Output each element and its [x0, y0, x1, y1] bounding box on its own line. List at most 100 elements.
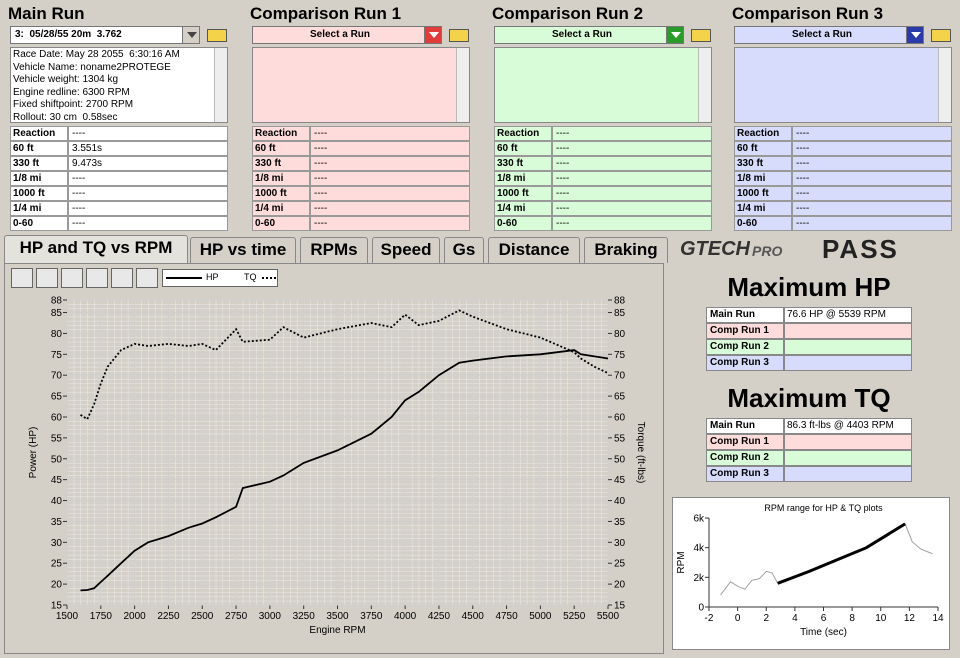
dropdown-button[interactable] — [424, 27, 441, 43]
tab[interactable]: HP and TQ vs RPM — [4, 235, 188, 264]
x-tick-label: 0 — [735, 613, 741, 624]
result-value: ---- — [310, 126, 470, 141]
y-tick-label: 40 — [51, 496, 63, 507]
toolbar-button[interactable] — [86, 268, 108, 288]
tab[interactable]: Distance — [488, 237, 580, 263]
run-select[interactable]: Select a Run — [734, 26, 924, 44]
max-row-label: Comp Run 2 — [706, 450, 784, 466]
toolbar-button[interactable] — [61, 268, 83, 288]
x-tick-label: 6 — [821, 613, 827, 624]
run-select[interactable]: 3: 05/28/55 20m 3.762 — [10, 26, 200, 44]
rpm-chart-panel — [672, 497, 950, 650]
info-box — [494, 47, 712, 123]
y2-tick-label: 70 — [614, 371, 626, 382]
toolbar-button[interactable] — [136, 268, 158, 288]
folder-button[interactable] — [691, 29, 711, 42]
max-row-value: 86.3 ft-lbs @ 4403 RPM — [784, 418, 912, 434]
max-row-value — [784, 450, 912, 466]
result-label: 1/8 mi — [734, 171, 792, 186]
tab[interactable]: Gs — [444, 237, 484, 263]
dropdown-button[interactable] — [906, 27, 923, 43]
x-tick-label: 12 — [904, 613, 916, 624]
x-axis-label: Engine RPM — [309, 625, 365, 636]
dropdown-button[interactable] — [666, 27, 683, 43]
y2-tick-label: 20 — [614, 580, 626, 591]
result-label: 60 ft — [734, 141, 792, 156]
result-value: ---- — [68, 186, 228, 201]
y-tick-label: 4k — [693, 543, 705, 554]
toolbar-button[interactable] — [111, 268, 133, 288]
result-value: ---- — [552, 126, 712, 141]
legend-label: TQ — [244, 272, 257, 282]
result-label: 330 ft — [10, 156, 68, 171]
result-label: 60 ft — [10, 141, 68, 156]
folder-button[interactable] — [207, 29, 227, 42]
y-tick-label: 88 — [51, 296, 63, 307]
result-label: 1/4 mi — [734, 201, 792, 216]
y-tick-label: 2k — [693, 573, 705, 584]
panel-title: Comparison Run 2 — [492, 4, 644, 23]
result-value: ---- — [552, 201, 712, 216]
x-tick-label: 5500 — [597, 611, 620, 622]
result-label: 60 ft — [494, 141, 552, 156]
scrollbar[interactable] — [456, 48, 469, 122]
toolbar-button[interactable] — [11, 268, 33, 288]
max-row-value — [784, 323, 912, 339]
x-tick-label: 2500 — [191, 611, 214, 622]
max-row-label: Comp Run 1 — [706, 323, 784, 339]
result-value: 9.473s — [68, 156, 228, 171]
y2-tick-label: 60 — [614, 412, 626, 423]
x-tick-label: 2000 — [124, 611, 147, 622]
x-tick-label: 3250 — [293, 611, 316, 622]
y2-tick-label: 75 — [614, 350, 626, 361]
result-value: ---- — [68, 216, 228, 231]
info-line: Race Date: May 28 2055 6:30:16 AM — [13, 49, 180, 60]
y2-tick-label: 80 — [614, 329, 626, 340]
result-value: ---- — [68, 171, 228, 186]
result-value: ---- — [552, 186, 712, 201]
y2-tick-label: 35 — [614, 517, 626, 528]
x-tick-label: 4500 — [462, 611, 485, 622]
dropdown-button[interactable] — [182, 27, 199, 43]
info-box — [10, 47, 228, 123]
result-value: ---- — [310, 141, 470, 156]
arrow — [429, 32, 439, 38]
tab[interactable]: RPMs — [300, 237, 368, 263]
result-label: Reaction — [734, 126, 792, 141]
info-box — [252, 47, 470, 123]
result-value: ---- — [792, 201, 952, 216]
result-value: ---- — [310, 156, 470, 171]
y2-tick-label: 30 — [614, 538, 626, 549]
result-label: 1000 ft — [494, 186, 552, 201]
result-value: ---- — [310, 201, 470, 216]
run-select[interactable]: Select a Run — [252, 26, 442, 44]
y-tick-label: 20 — [51, 580, 63, 591]
result-value: ---- — [792, 171, 952, 186]
result-label: 330 ft — [494, 156, 552, 171]
toolbar-button[interactable] — [36, 268, 58, 288]
x-tick-label: 5250 — [563, 611, 586, 622]
result-label: 1000 ft — [10, 186, 68, 201]
folder-button[interactable] — [449, 29, 469, 42]
folder-button[interactable] — [931, 29, 951, 42]
y-tick-label: 55 — [51, 433, 63, 444]
scrollbar[interactable] — [938, 48, 951, 122]
max-title: Maximum HP — [727, 272, 891, 302]
tab[interactable]: Speed — [372, 237, 440, 263]
data-line — [720, 523, 933, 596]
result-value: ---- — [310, 171, 470, 186]
y-tick-label: 85 — [51, 308, 63, 319]
result-value: ---- — [792, 141, 952, 156]
legend-line — [166, 277, 202, 279]
tab[interactable]: Braking — [584, 237, 668, 263]
panel-title: Comparison Run 3 — [732, 4, 884, 23]
scrollbar[interactable] — [698, 48, 711, 122]
chart-title: RPM range for HP & TQ plots — [764, 503, 883, 513]
tab[interactable]: HP vs time — [190, 237, 296, 263]
run-select[interactable]: Select a Run — [494, 26, 684, 44]
max-row-value — [784, 434, 912, 450]
scrollbar[interactable] — [214, 48, 227, 122]
arrow — [187, 32, 197, 38]
info-line: Engine redline: 6300 RPM — [13, 86, 130, 98]
result-value: ---- — [552, 156, 712, 171]
